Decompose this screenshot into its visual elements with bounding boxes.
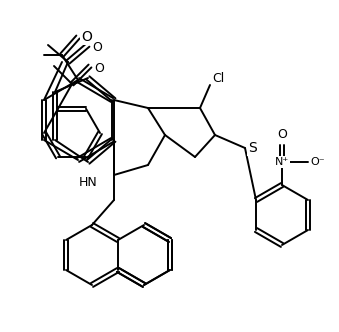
Text: O: O [92, 41, 102, 53]
Text: Cl: Cl [212, 71, 224, 85]
Text: O⁻: O⁻ [311, 157, 325, 167]
Text: HN: HN [79, 176, 97, 189]
Text: N⁺: N⁺ [275, 157, 289, 167]
Text: O: O [277, 127, 287, 140]
Text: S: S [247, 141, 256, 155]
Text: O: O [94, 61, 104, 74]
Text: O: O [82, 30, 93, 44]
